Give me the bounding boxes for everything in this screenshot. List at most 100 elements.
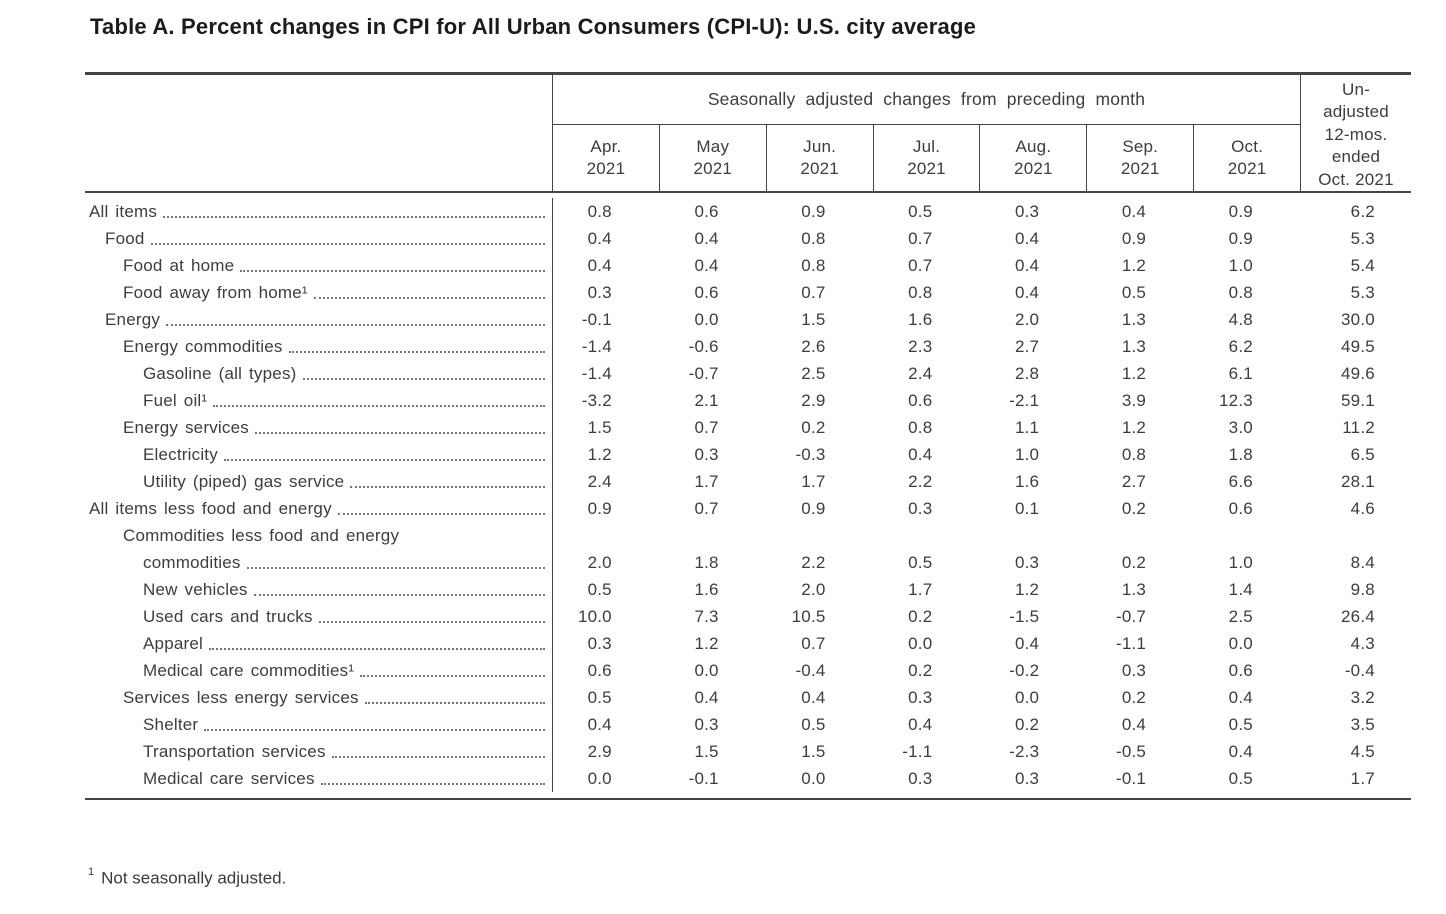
value-cell: 0.9 (801, 202, 826, 221)
row-label-cell: Apparel (85, 630, 553, 657)
value-cell: 10.5 (791, 607, 826, 626)
dot-leader (223, 459, 545, 461)
value-cell: 2.4 (587, 472, 612, 491)
value-cell: 0.7 (908, 229, 933, 248)
value-cell: 2.5 (1228, 607, 1253, 626)
value-cell: 0.4 (908, 445, 933, 464)
value-cell: 26.4 (1341, 607, 1375, 626)
value-cell: 4.8 (1228, 310, 1253, 329)
value-cell: 0.5 (801, 715, 826, 734)
value-cell: 2.0 (1014, 310, 1040, 329)
value-cell: 3.5 (1350, 715, 1375, 734)
value-cell: 2.2 (801, 553, 826, 572)
row-label-continued: commodities (143, 553, 241, 572)
table-row: Transportation services 2.9 1.5 1.5 -1.1 -2.… (85, 738, 1411, 765)
value-cell: 3.9 (1121, 391, 1147, 410)
value-cell: 0.0 (587, 769, 612, 788)
value-cell: -0.4 (795, 661, 826, 680)
row-label: Food at home (123, 256, 235, 275)
value-cell: 0.8 (908, 283, 933, 302)
table-row: Gasoline (all types) -1.4 -0.7 2.5 2.4 2.8 1.… (85, 360, 1411, 387)
dot-leader (288, 351, 545, 353)
unadjusted-header-line: adjusted (1323, 102, 1389, 122)
value-cell: 7.3 (694, 607, 719, 626)
value-cell: -0.7 (1115, 607, 1147, 626)
value-cell: -0.4 (1344, 661, 1375, 680)
row-label: Energy services (123, 418, 249, 437)
seasonally-adjusted-span-header: Seasonally adjusted changes from precedi… (553, 75, 1300, 125)
value-cell: 1.5 (801, 742, 826, 761)
value-cell: 0.0 (801, 769, 826, 788)
row-label: Gasoline (all types) (143, 364, 297, 383)
month-header-cell: May 2021 (660, 125, 767, 191)
value-cell: 0.4 (1121, 202, 1147, 221)
month-header-cell: Oct. 2021 (1194, 125, 1300, 191)
value-cell: 2.1 (694, 391, 719, 410)
value-cell: 0.3 (587, 634, 612, 653)
value-cell: 0.6 (1228, 499, 1253, 518)
month-header-cell: Sep. 2021 (1087, 125, 1195, 191)
row-label: Energy (105, 310, 161, 329)
page-title: Table A. Percent changes in CPI for All … (90, 14, 977, 39)
value-cell: 1.6 (1014, 472, 1040, 491)
value-cell: 0.8 (1121, 445, 1147, 464)
value-cell: 6.5 (1350, 445, 1375, 464)
value-cell: 0.0 (1014, 688, 1040, 707)
value-cell: 1.6 (908, 310, 933, 329)
value-cell: 0.7 (694, 499, 719, 518)
row-label-cell: New vehicles (85, 576, 553, 603)
value-cell: 0.2 (1121, 499, 1147, 518)
value-cell: 0.4 (1228, 688, 1253, 707)
row-label: Medical care commodities¹ (143, 661, 355, 680)
row-label-cell: Food at home (85, 252, 553, 279)
value-cell: 0.9 (1228, 229, 1253, 248)
month-year: 2021 (586, 159, 626, 178)
month-header-cell: Jun. 2021 (767, 125, 874, 191)
value-cell: 0.0 (694, 661, 719, 680)
value-cell: 0.5 (908, 553, 933, 572)
row-label-cell: Medical care commodities¹ (85, 657, 553, 684)
unadjusted-header-line: 12-mos. (1324, 124, 1388, 144)
value-cell: -0.6 (688, 337, 719, 356)
value-cell: 5.3 (1350, 283, 1375, 302)
row-label: Energy commodities (123, 337, 283, 356)
value-cell: 0.8 (908, 418, 933, 437)
value-cell: 2.0 (587, 553, 612, 572)
value-cell: 6.6 (1228, 472, 1253, 491)
value-cell: 5.3 (1350, 229, 1375, 248)
row-label-cell: Used cars and trucks (85, 603, 553, 630)
value-cell: 0.4 (587, 715, 612, 734)
value-cell: 8.4 (1350, 553, 1375, 572)
unadjusted-header-line: Un- (1342, 80, 1370, 99)
month-name: Apr. (590, 137, 622, 156)
row-label: New vehicles (143, 580, 248, 599)
dot-leader (364, 702, 545, 704)
value-cell: 1.2 (1121, 364, 1147, 383)
value-cell: 0.1 (1014, 499, 1040, 518)
value-cell: 1.2 (694, 634, 719, 653)
value-cell: 2.2 (908, 472, 933, 491)
value-cell: 0.9 (1228, 202, 1253, 221)
value-cell: 1.3 (1121, 580, 1147, 599)
value-cell: 0.4 (1014, 256, 1040, 275)
month-header-cell: Jul. 2021 (874, 125, 981, 191)
table-row: Energy -0.1 0.0 1.5 1.6 2.0 1.3 4.8 30.0 (85, 306, 1411, 333)
month-name: May (696, 137, 730, 156)
value-cell: 4.6 (1350, 499, 1375, 518)
value-cell: 1.3 (1121, 337, 1147, 356)
value-cell: 2.6 (801, 337, 826, 356)
value-cell: 2.0 (801, 580, 826, 599)
value-cell: 2.7 (1014, 337, 1040, 356)
unadjusted-header-line: Oct. 2021 (1318, 169, 1394, 189)
value-cell: 2.4 (908, 364, 933, 383)
table-row: Medical care commodities¹ 0.6 0.0 -0.4 0.2 -… (85, 657, 1411, 684)
month-headers: Apr. 2021 May 2021 Jun. 2021 Jul. 2021 A… (553, 125, 1300, 191)
table-row: Medical care services 0.0 -0.1 0.0 0.3 0.3 -0… (85, 765, 1411, 792)
row-label-cell: Shelter (85, 711, 553, 738)
table-row: Fuel oil¹ -3.2 2.1 2.9 0.6 -2.1 3.9 12.3 59.1 (85, 387, 1411, 414)
row-label: Transportation services (143, 742, 326, 761)
value-cell: 2.9 (801, 391, 826, 410)
value-cell: -0.1 (688, 769, 719, 788)
table-row: Apparel 0.3 1.2 0.7 0.0 0.4 -1.1 0.0 4.3 (85, 630, 1411, 657)
value-cell: 0.4 (587, 256, 612, 275)
